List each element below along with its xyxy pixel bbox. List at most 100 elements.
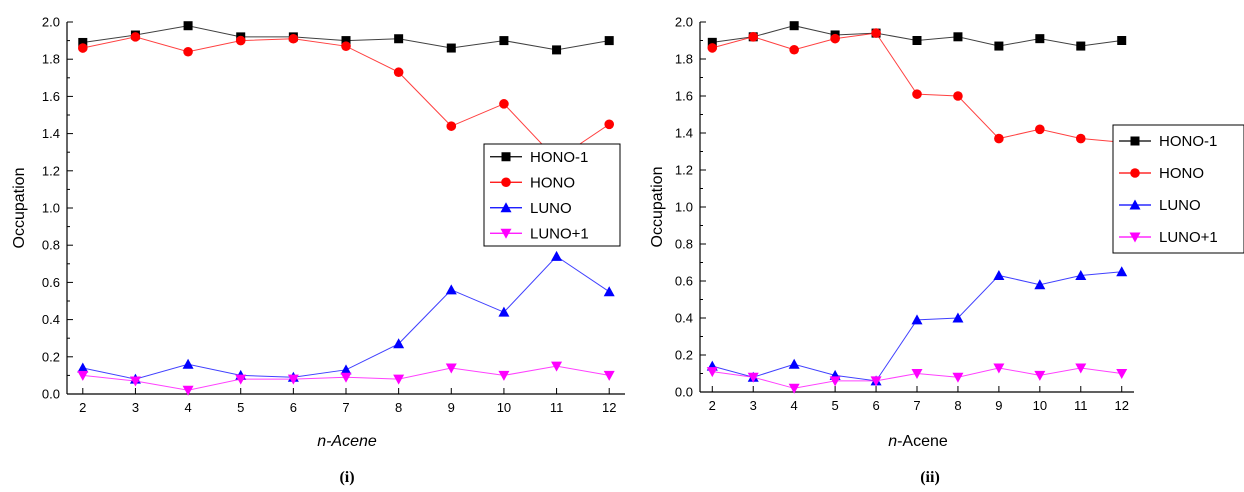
x-tick-label: 10 xyxy=(1033,398,1047,413)
data-point-hono-1 xyxy=(1117,36,1127,45)
data-point-hono xyxy=(707,43,718,53)
data-point-luno xyxy=(498,306,510,317)
data-point-luno xyxy=(551,250,563,261)
x-axis-title-prefix: n xyxy=(888,433,897,450)
data-point-luno-1 xyxy=(287,374,299,385)
data-point-hono xyxy=(77,43,88,53)
data-point-hono-1 xyxy=(707,37,717,47)
series-line-hono xyxy=(82,36,610,161)
data-point-luno-1 xyxy=(1116,369,1128,379)
x-tick-label: 9 xyxy=(995,398,1002,413)
data-point-luno-1 xyxy=(993,363,1005,374)
series-line-luno xyxy=(712,271,1122,382)
x-tick-label: 12 xyxy=(602,400,616,415)
data-point-luno-1 xyxy=(182,385,194,396)
legend-label: LUNO+1 xyxy=(1159,229,1218,246)
panel-label: (i) xyxy=(339,469,354,486)
x-tick-label: 5 xyxy=(831,398,838,413)
data-point-hono-1 xyxy=(789,21,799,31)
data-point-hono-1 xyxy=(1076,41,1086,51)
legend-label: LUNO xyxy=(1159,197,1201,214)
x-tick-label: 2 xyxy=(79,400,86,415)
data-point-hono xyxy=(1075,133,1086,144)
data-point-hono xyxy=(183,46,193,57)
data-point-hono xyxy=(1035,124,1045,135)
data-point-luno xyxy=(1075,269,1087,280)
legend-label: HONO-1 xyxy=(530,149,588,166)
data-point-hono xyxy=(748,32,759,42)
series-line-hono xyxy=(712,32,1122,143)
y-tick-label: 1.0 xyxy=(675,200,693,215)
y-tick-label: 1.6 xyxy=(42,89,60,104)
y-tick-label: 0.2 xyxy=(675,348,693,363)
data-point-luno xyxy=(603,286,615,297)
x-tick-label: 8 xyxy=(395,400,402,415)
y-axis-title: Occupation xyxy=(649,167,666,248)
data-point-hono-1 xyxy=(341,36,351,46)
data-point-luno-1 xyxy=(340,372,352,383)
legend-label: HONO xyxy=(1159,165,1204,182)
data-point-luno-1 xyxy=(551,361,563,372)
chart-panel-i: 0.0 0.2 0.4 0.6 0.8 1.0 1.2 1.4 1.6 1.8 2.0 2 3 4 5 6 7 8… xyxy=(11,15,625,486)
data-point-hono-1 xyxy=(183,21,193,31)
data-point-luno xyxy=(393,338,405,349)
y-tick-label: 1.8 xyxy=(42,52,60,67)
data-point-hono-1 xyxy=(552,45,562,55)
data-point-hono-1 xyxy=(604,36,614,46)
x-tick-label: 11 xyxy=(1074,398,1088,413)
legend-marker xyxy=(1129,232,1141,243)
data-point-luno-1 xyxy=(603,370,615,381)
data-point-hono xyxy=(499,99,509,109)
data-point-luno-1 xyxy=(870,376,882,387)
y-tick-label: 1.2 xyxy=(42,163,60,178)
data-point-luno-1 xyxy=(445,363,457,374)
data-point-luno-1 xyxy=(393,374,405,385)
legend-label: HONO xyxy=(530,174,575,191)
data-point-hono xyxy=(446,121,457,131)
data-point-luno-1 xyxy=(129,376,141,387)
x-axis-title-suffix: -Acene xyxy=(326,433,377,450)
x-tick-label: 2 xyxy=(709,398,716,413)
x-tick-label: 9 xyxy=(448,400,455,415)
y-tick-label: 0.8 xyxy=(42,238,60,253)
data-point-luno-1 xyxy=(77,370,89,381)
data-point-hono xyxy=(789,44,799,55)
legend-label: LUNO+1 xyxy=(530,225,589,242)
data-point-luno-1 xyxy=(788,383,800,394)
y-tick-label: 1.2 xyxy=(675,163,693,178)
y-tick-label: 2.0 xyxy=(675,15,693,30)
data-point-hono-1 xyxy=(446,43,456,53)
chart-panel-ii: 0.0 0.2 0.4 0.6 0.8 1.0 1.2 1.4 1.6 1.8 2.0 2 3 4 5 6 7 8… xyxy=(649,15,1244,486)
y-tick-label: 0.2 xyxy=(42,349,60,364)
y-tick-label: 1.6 xyxy=(675,89,693,104)
series-line-luno xyxy=(82,255,610,380)
data-point-luno-1 xyxy=(911,369,923,379)
data-point-luno-1 xyxy=(1034,370,1046,381)
x-tick-label: 6 xyxy=(872,398,879,413)
x-axis-title-suffix: -Acene xyxy=(897,433,948,450)
y-tick-label: 0.4 xyxy=(675,311,693,326)
x-tick-label: 7 xyxy=(342,400,349,415)
legend-marker xyxy=(500,202,512,213)
data-point-hono-1 xyxy=(499,36,509,46)
data-point-luno-1 xyxy=(706,367,718,378)
y-tick-label: 0.0 xyxy=(675,385,693,400)
data-point-luno xyxy=(182,358,194,369)
data-point-luno xyxy=(1116,266,1128,277)
data-point-luno-1 xyxy=(829,376,841,387)
data-point-luno-1 xyxy=(498,370,510,381)
y-tick-label: 1.4 xyxy=(42,126,60,141)
legend-marker xyxy=(501,177,511,188)
data-point-luno-1 xyxy=(747,372,759,383)
x-axis-title: n-Acene xyxy=(317,433,377,450)
data-point-hono xyxy=(830,33,840,44)
legend-marker xyxy=(1129,199,1141,210)
y-tick-label: 0.6 xyxy=(42,275,60,290)
x-tick-label: 8 xyxy=(954,398,961,413)
x-tick-label: 7 xyxy=(913,398,920,413)
x-tick-label: 3 xyxy=(750,398,757,413)
x-tick-label: 4 xyxy=(184,400,191,415)
data-point-luno xyxy=(993,269,1005,280)
x-axis-title: n-Acene xyxy=(888,433,948,450)
data-point-hono-1 xyxy=(912,36,922,45)
